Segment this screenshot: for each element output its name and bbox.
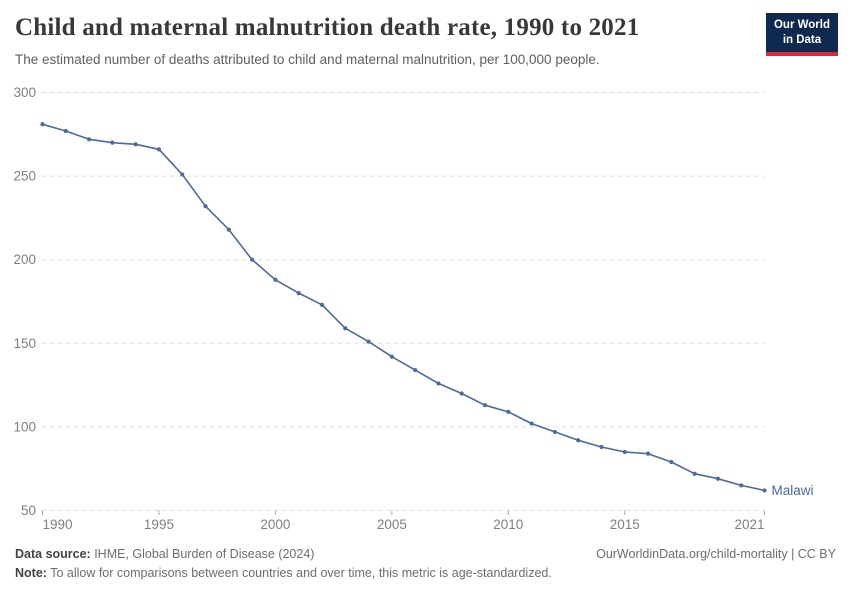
data-point	[552, 429, 557, 435]
data-source: Data source: IHME, Global Burden of Dise…	[15, 547, 314, 561]
series-end-label[interactable]: Malawi	[772, 483, 814, 498]
x-tick-label: 2000	[260, 517, 290, 532]
data-point	[133, 142, 138, 147]
y-tick-label: 50	[21, 503, 36, 518]
y-tick-label: 100	[13, 419, 36, 434]
y-tick-label: 200	[13, 252, 36, 267]
data-point	[366, 339, 371, 344]
data-point	[343, 326, 348, 331]
data-point	[715, 476, 721, 481]
data-point	[110, 140, 115, 145]
note-value: To allow for comparisons between countri…	[46, 566, 552, 580]
chart-subtitle: The estimated number of deaths attribute…	[15, 52, 600, 67]
data-point	[63, 128, 68, 134]
chart-note: Note: To allow for comparisons between c…	[15, 566, 836, 580]
data-point	[226, 227, 231, 232]
data-point	[203, 204, 208, 209]
y-tick-label: 250	[13, 169, 36, 184]
attribution-link[interactable]: OurWorldinData.org/child-mortality | CC …	[596, 547, 836, 561]
data-point	[86, 137, 92, 142]
note-label: Note:	[15, 566, 47, 580]
data-source-label: Data source:	[15, 547, 91, 561]
data-point	[180, 172, 185, 177]
data-point	[482, 403, 488, 408]
data-point	[459, 391, 464, 396]
owid-logo-line2: in Data	[782, 33, 822, 46]
x-tick-label: 2010	[493, 517, 523, 532]
x-tick-label: 1990	[43, 517, 73, 532]
data-point	[436, 381, 441, 386]
series-line-malawi	[41, 123, 766, 492]
x-tick-label: 1995	[144, 517, 174, 532]
owid-logo-line1: Our World	[773, 19, 830, 31]
line-chart: 50 100 150 200 250 300 1990 1995 2000 2005 2010 201…	[13, 85, 814, 532]
data-point	[156, 147, 162, 152]
data-point	[739, 483, 744, 488]
data-point	[506, 409, 511, 414]
data-point	[413, 367, 418, 373]
chart-footer: Data source: IHME, Global Burden of Dise…	[15, 547, 836, 580]
data-point	[669, 459, 674, 465]
y-tick-label: 150	[13, 336, 36, 351]
y-tick-label: 300	[13, 85, 36, 100]
data-point	[296, 291, 301, 296]
x-tick-label: 2021	[734, 517, 764, 532]
data-point	[250, 257, 255, 262]
data-point	[389, 354, 394, 359]
data-source-value: IHME, Global Burden of Disease (2024)	[90, 547, 315, 561]
data-point	[529, 421, 534, 426]
owid-logo: Our World in Data	[765, 13, 838, 56]
data-point	[319, 302, 325, 307]
data-point	[622, 449, 627, 455]
data-point	[599, 444, 604, 450]
x-tick-label: 2005	[377, 517, 407, 532]
data-point	[273, 277, 278, 282]
data-point	[576, 438, 581, 443]
data-point	[692, 471, 697, 476]
x-tick-label: 2015	[610, 517, 640, 532]
data-point	[40, 122, 45, 127]
data-point	[645, 451, 651, 456]
page-title: Child and maternal malnutrition death ra…	[15, 14, 640, 41]
data-point	[762, 488, 767, 493]
